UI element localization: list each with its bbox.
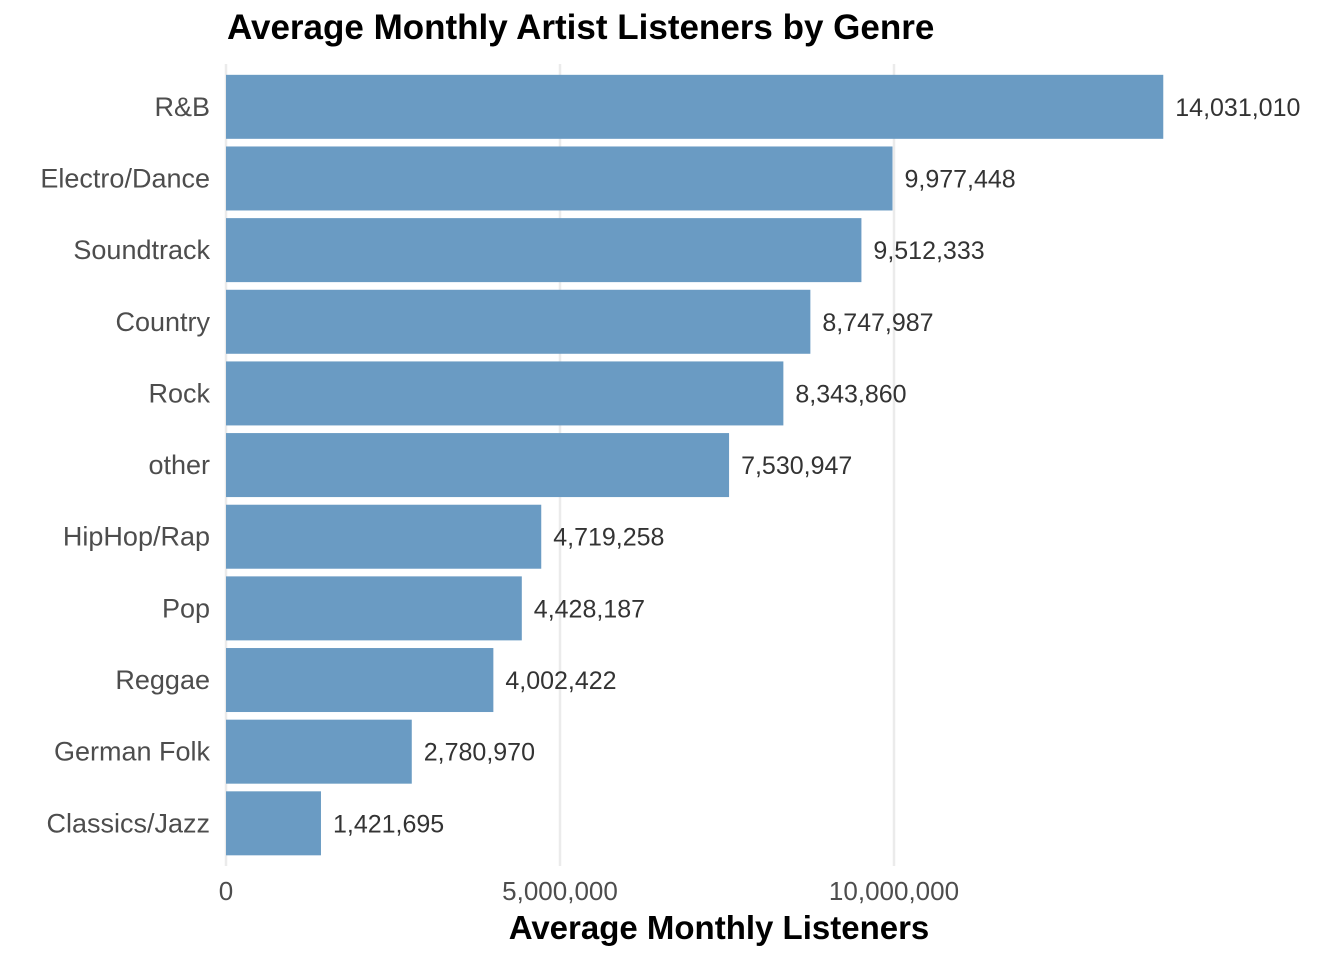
x-tick-label: 5,000,000 [502,876,618,906]
category-label: Reggae [115,665,210,695]
value-label: 1,421,695 [333,810,444,838]
value-label: 7,530,947 [741,452,852,480]
value-label: 2,780,970 [424,739,535,767]
bar [226,361,784,426]
x-tick-labels: 0 5,000,000 10,000,000 [219,876,959,906]
bar [226,719,412,784]
category-label: other [148,450,210,480]
value-label: 4,002,422 [505,667,616,695]
category-labels: R&B Electro/Dance Soundtrack Country Rock oth… [40,92,210,839]
bar [226,289,811,354]
x-axis-title: Average Monthly Listeners [509,909,930,946]
category-label: Soundtrack [73,235,210,265]
value-label: 4,719,258 [553,524,664,552]
value-label: 9,512,333 [873,237,984,265]
bar [226,146,893,211]
x-tick-label: 0 [219,876,233,906]
bar [226,504,542,569]
category-label: HipHop/Rap [63,522,210,552]
category-label: Country [115,307,210,337]
category-label: Electro/Dance [40,163,210,193]
bars [226,74,1164,856]
x-tick-label: 10,000,000 [829,876,959,906]
category-label: German Folk [54,737,211,767]
bar [226,791,321,856]
bar [226,74,1164,139]
value-label: 4,428,187 [534,595,645,623]
value-label: 8,343,860 [795,380,906,408]
category-label: Classics/Jazz [46,808,210,838]
bar [226,576,522,641]
chart-title: Average Monthly Artist Listeners by Genr… [227,8,934,47]
value-label: 8,747,987 [822,309,933,337]
bar [226,433,730,498]
category-label: R&B [154,92,210,122]
bar [226,218,862,283]
category-label: Rock [148,378,210,408]
value-label: 14,031,010 [1175,94,1300,122]
category-label: Pop [162,593,210,623]
value-label: 9,977,448 [904,165,1015,193]
bar [226,648,494,713]
value-labels: 14,031,010 9,977,448 9,512,333 8,747,987 8,3… [333,94,1300,839]
